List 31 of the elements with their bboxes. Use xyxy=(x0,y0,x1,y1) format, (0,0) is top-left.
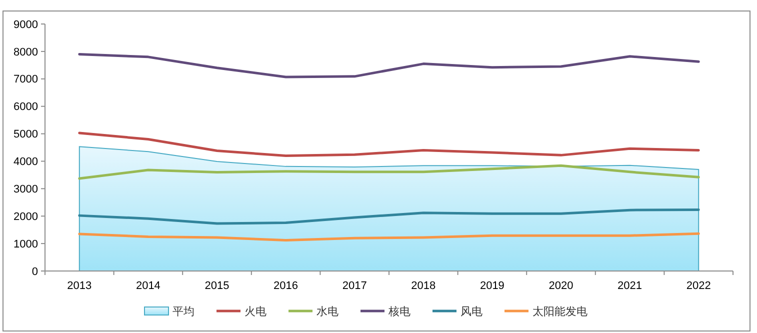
line-series xyxy=(78,232,700,242)
x-tick-label: 2015 xyxy=(204,280,230,292)
y-tick-label: 5000 xyxy=(14,128,38,141)
legend-label: 核电 xyxy=(388,304,410,318)
legend-label: 太阳能发电 xyxy=(532,304,588,318)
x-tick-label: 2013 xyxy=(67,280,92,292)
y-tick-label: 8000 xyxy=(14,46,38,58)
y-tick-label: 6000 xyxy=(14,101,38,114)
legend-label: 火电 xyxy=(244,304,266,318)
y-tick-label: 9000 xyxy=(14,18,38,31)
x-tick-label: 2019 xyxy=(480,280,504,292)
y-tick-label: 3000 xyxy=(14,184,38,196)
line-series xyxy=(78,164,700,180)
x-tick-label: 2014 xyxy=(136,280,160,292)
x-tick-label: 2016 xyxy=(274,280,298,292)
legend-label: 水电 xyxy=(316,304,338,318)
x-tick-label: 2021 xyxy=(618,280,642,292)
line-series xyxy=(78,132,700,157)
legend-label: 平均 xyxy=(172,306,194,318)
x-tick-label: 2022 xyxy=(686,280,711,292)
x-tick-label: 2018 xyxy=(411,280,436,292)
y-tick-label: 4000 xyxy=(14,156,38,168)
y-tick-label: 0 xyxy=(32,266,38,278)
y-tick-label: 7000 xyxy=(14,74,38,86)
line-series xyxy=(78,52,700,78)
y-tick-label: 1000 xyxy=(14,238,38,250)
x-tick-label: 2017 xyxy=(342,280,367,292)
line-series xyxy=(78,208,700,225)
y-tick-label: 2000 xyxy=(14,210,38,223)
legend-label: 风电 xyxy=(460,304,482,318)
x-tick-label: 2020 xyxy=(548,280,574,292)
